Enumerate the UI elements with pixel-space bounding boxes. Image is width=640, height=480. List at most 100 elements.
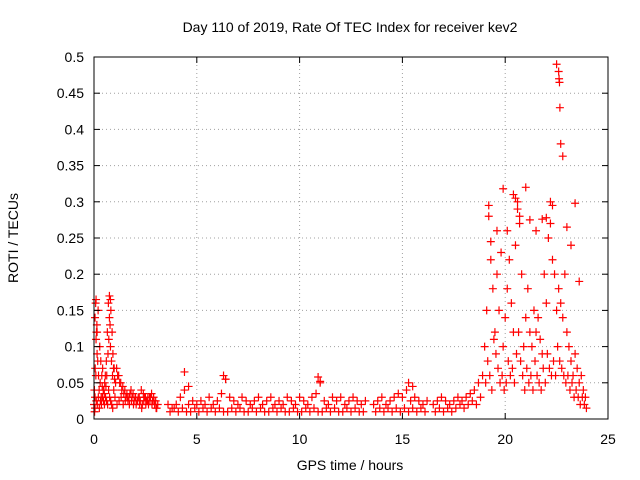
data-point (92, 295, 101, 304)
data-point (344, 396, 353, 405)
x-tick-label: 25 (600, 431, 616, 447)
data-point (435, 404, 444, 413)
data-point (392, 404, 401, 413)
data-point (326, 407, 335, 416)
y-tick-label: 0.25 (57, 230, 84, 246)
data-point (534, 313, 543, 322)
data-point (235, 404, 244, 413)
data-point (578, 393, 587, 402)
data-point (357, 400, 366, 409)
data-point (515, 212, 524, 221)
data-point (540, 270, 549, 279)
data-point (184, 400, 193, 409)
data-point (497, 248, 506, 257)
data-point (106, 320, 115, 329)
data-point (451, 404, 460, 413)
data-point (164, 400, 173, 409)
data-point (492, 270, 501, 279)
data-point (139, 389, 148, 398)
data-point (518, 371, 527, 380)
data-point (520, 386, 529, 395)
data-point (400, 404, 409, 413)
data-point (262, 396, 271, 405)
data-point (447, 407, 456, 416)
data-point (166, 407, 175, 416)
data-point (532, 328, 541, 337)
data-point (572, 386, 581, 395)
data-point (108, 328, 117, 337)
data-point (548, 201, 557, 210)
data-point (390, 393, 399, 402)
data-point (330, 404, 339, 413)
data-point (485, 371, 494, 380)
data-point (277, 404, 286, 413)
data-point (147, 400, 156, 409)
data-point (209, 400, 218, 409)
data-point (488, 284, 497, 293)
data-point (123, 393, 132, 402)
data-point (359, 407, 368, 416)
data-point (102, 371, 111, 380)
data-point (524, 378, 533, 387)
x-tick-label: 20 (497, 431, 513, 447)
data-point (439, 407, 448, 416)
data-point (233, 400, 242, 409)
chart-title: Day 110 of 2019, Rate Of TEC Index for r… (183, 19, 518, 35)
data-point (566, 241, 575, 250)
data-point (544, 234, 553, 242)
data-point (491, 349, 500, 358)
data-point (398, 393, 407, 402)
data-point (312, 389, 321, 398)
data-point (180, 386, 189, 395)
data-point (375, 404, 384, 413)
data-point (104, 335, 113, 344)
data-point (303, 400, 312, 409)
data-point (131, 393, 140, 402)
data-point (110, 364, 119, 373)
axis-ticks (93, 56, 609, 420)
data-point (505, 255, 514, 264)
data-point (246, 400, 255, 409)
data-point (283, 393, 292, 402)
data-point (506, 371, 515, 380)
data-point (196, 396, 205, 405)
data-point (105, 291, 114, 300)
data-point (213, 396, 222, 405)
data-point (188, 396, 197, 405)
data-point (314, 373, 323, 382)
data-point (429, 400, 438, 409)
data-point (437, 393, 446, 402)
data-point (279, 400, 288, 409)
data-point (180, 367, 189, 376)
data-point (275, 396, 284, 405)
data-point (510, 378, 519, 387)
data-point (502, 378, 511, 387)
data-point (107, 357, 116, 366)
data-point (340, 400, 349, 409)
x-tick-label: 0 (90, 431, 98, 447)
data-point (353, 396, 362, 405)
y-tick-label: 0.35 (57, 158, 84, 174)
data-point (291, 400, 300, 409)
data-point (369, 400, 378, 409)
data-point (198, 404, 207, 413)
x-axis-tick-labels: 0 5 10 15 20 25 (90, 431, 616, 447)
data-point (299, 396, 308, 405)
data-point (150, 396, 159, 405)
data-point (545, 364, 554, 373)
data-point (499, 184, 508, 193)
data-point (557, 364, 566, 373)
data-point (546, 197, 555, 206)
data-point (324, 400, 333, 409)
data-point (394, 389, 403, 398)
data-point (509, 190, 518, 199)
data-point (396, 407, 405, 416)
y-axis-label: ROTI / TECUs (5, 193, 21, 283)
y-tick-label: 0.15 (57, 302, 84, 318)
data-point (256, 404, 265, 413)
data-point (381, 400, 390, 409)
data-point (528, 386, 537, 395)
data-point (408, 382, 417, 391)
data-point (295, 393, 304, 402)
